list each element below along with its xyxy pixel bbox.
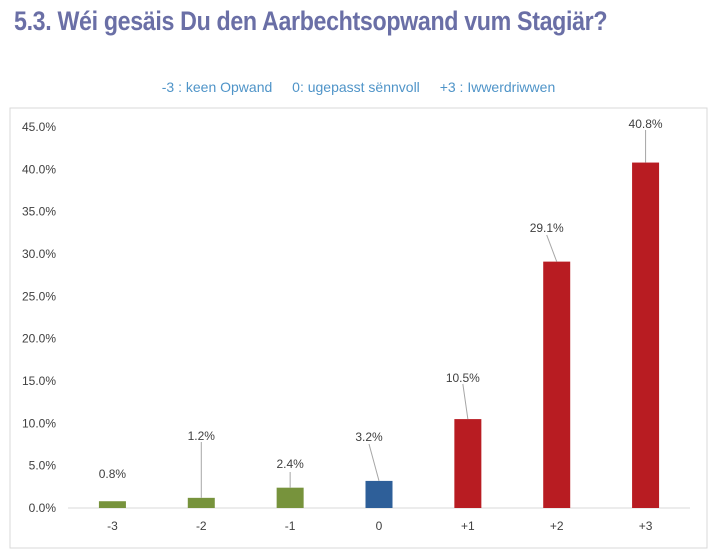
data-label: 2.4%: [276, 457, 304, 471]
y-tick-label: 25.0%: [22, 289, 56, 303]
bars: [98, 162, 660, 508]
bar: [454, 419, 482, 508]
legend-item-plus3: +3 : Iwwerdriwwen: [439, 79, 556, 95]
data-label: 1.2%: [188, 429, 216, 443]
x-tick-label: -2: [196, 519, 207, 533]
data-label: 29.1%: [530, 221, 564, 235]
x-tick-label: 0: [376, 519, 383, 533]
data-labels: 0.8% 1.2% 2.4% 3.2% 10.5% 29.1% 40.8%: [99, 117, 663, 498]
bar: [543, 261, 571, 508]
y-tick-label: 45.0%: [22, 120, 56, 134]
y-tick-label: 0.0%: [29, 501, 57, 515]
chart-heading: 5.3. Wéi gesäis Du den Aarbechtsopwand v…: [14, 6, 608, 36]
legend-item-minus3: -3 : keen Opwand: [161, 79, 273, 95]
x-tick-label: +3: [639, 519, 653, 533]
x-axis: -3 -2 -1 0 +1 +2 +3: [68, 507, 690, 533]
y-tick-label: 5.0%: [29, 459, 57, 473]
bar: [632, 162, 660, 508]
y-tick-label: 20.0%: [22, 332, 56, 346]
y-tick-label: 10.0%: [22, 416, 56, 430]
data-label: 0.8%: [99, 467, 127, 481]
y-tick-label: 30.0%: [22, 247, 56, 261]
x-tick-label: -1: [285, 519, 296, 533]
y-axis: 0.0% 5.0% 10.0% 15.0% 20.0% 25.0% 30.0% 35.0% 40…: [22, 120, 56, 515]
y-tick-label: 35.0%: [22, 205, 56, 219]
data-label: 3.2%: [355, 430, 383, 444]
scale-legend: -3 : keen Opwand 0: ugepasst sënnvoll +3…: [0, 79, 717, 95]
data-label: 40.8%: [629, 117, 663, 131]
plot-frame: [9, 107, 708, 549]
bar: [98, 501, 126, 508]
bar: [276, 487, 304, 508]
bar: [365, 480, 393, 508]
legend-item-zero: 0: ugepasst sënnvoll: [292, 79, 420, 95]
y-tick-label: 15.0%: [22, 374, 56, 388]
data-label: 10.5%: [446, 371, 480, 385]
y-tick-label: 40.0%: [22, 162, 56, 176]
bar: [187, 497, 215, 508]
x-tick-label: +2: [550, 519, 564, 533]
x-tick-label: +1: [461, 519, 475, 533]
data-label-leader: [368, 443, 380, 482]
x-tick-label: -3: [107, 519, 118, 533]
data-label-leader: [462, 383, 469, 420]
data-label-leader: [546, 234, 558, 262]
